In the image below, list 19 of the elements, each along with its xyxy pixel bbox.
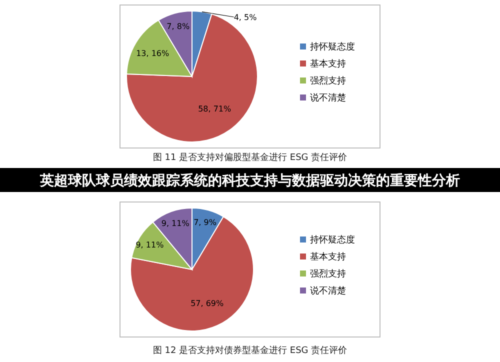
data-label: 7, 9% — [194, 218, 217, 228]
legend-label: 基本支持 — [310, 252, 346, 262]
text: 英超球队球员绩效跟踪系统的科技支持与数据驱动决策的重要性分析 — [39, 172, 460, 189]
data-label: 57, 69% — [190, 299, 224, 308]
caption: 图 12 是否支持对债券型基金进行 ESG 责任评价 — [152, 345, 348, 356]
data-label: 9, 11% — [161, 219, 190, 228]
data-label: 4, 5% — [234, 13, 258, 22]
data-label: 7, 8% — [166, 22, 190, 31]
caption: 图 11 是否支持对偏股型基金进行 ESG 责任评价 — [152, 152, 348, 163]
data-label: 58, 71% — [198, 104, 232, 114]
legend-label: 说不清楚 — [310, 286, 346, 296]
data-label: 9, 11% — [136, 240, 164, 250]
legend-label: 强烈支持 — [310, 268, 346, 280]
legend-label: 持怀疑态度 — [310, 42, 355, 52]
legend-label: 持怀疑态度 — [310, 234, 355, 246]
legend-label: 强烈支持 — [310, 76, 346, 86]
legend-label: 基本支持 — [310, 58, 346, 70]
data-label: 13, 16% — [136, 49, 170, 58]
legend-label: 说不清楚 — [310, 92, 346, 104]
